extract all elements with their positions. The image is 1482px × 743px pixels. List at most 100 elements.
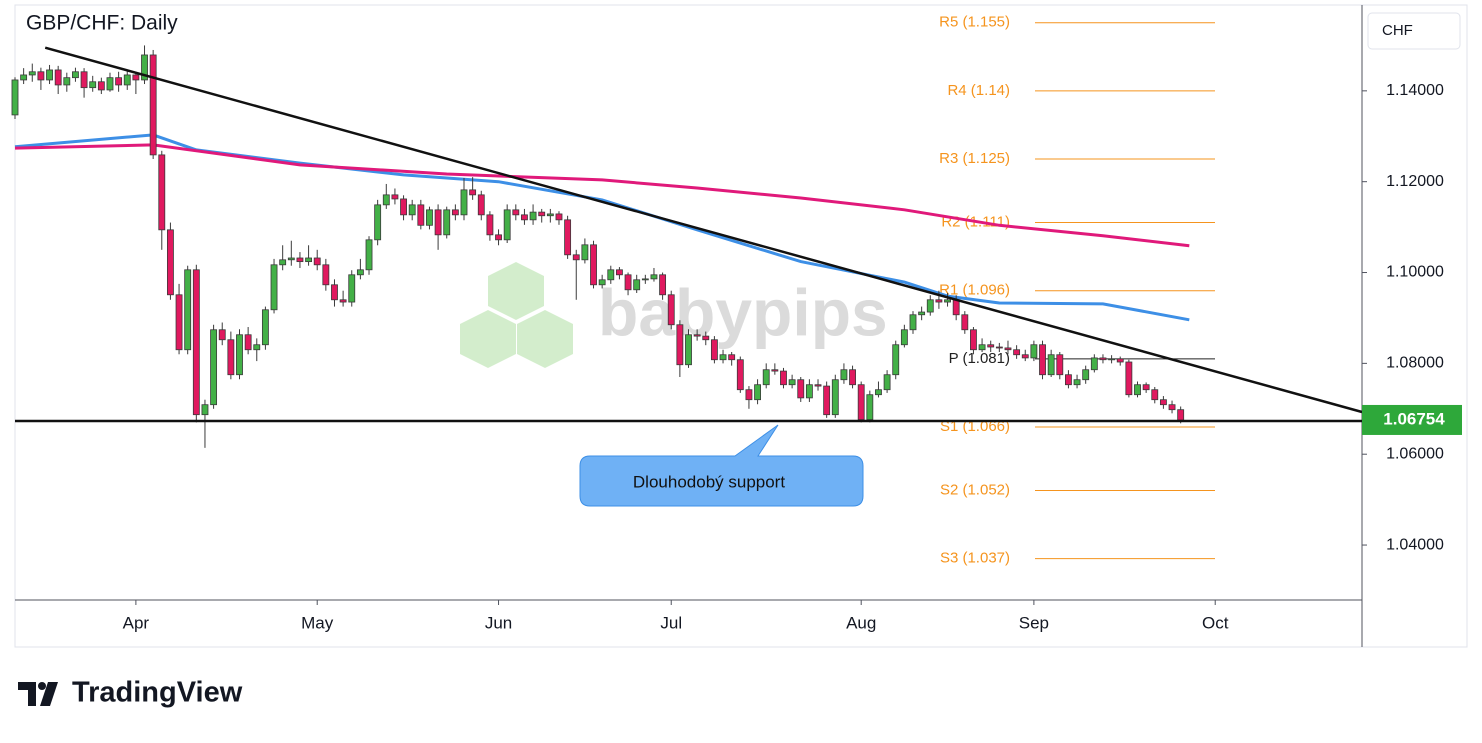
- candle-body: [1021, 354, 1029, 359]
- brand: TradingView: [18, 677, 243, 709]
- candle-body: [935, 299, 943, 303]
- candle-body: [132, 74, 140, 81]
- candle-body: [495, 234, 502, 241]
- x-tick-label: Jun: [485, 613, 512, 632]
- pivot-label: S2 (1.052): [940, 482, 1010, 499]
- pivot-label: R5 (1.155): [939, 14, 1010, 31]
- candle-body: [279, 259, 287, 266]
- candle-body: [546, 213, 554, 217]
- candle-body: [521, 214, 528, 221]
- candle-body: [978, 344, 986, 351]
- logo-cube: [488, 262, 544, 320]
- candle-body: [952, 299, 960, 316]
- candle-body: [46, 69, 53, 81]
- candle-body: [426, 209, 433, 226]
- pivot-label: P (1.081): [949, 350, 1010, 367]
- candle-body: [676, 324, 684, 366]
- x-tick-label: May: [301, 613, 334, 632]
- y-tick-label: 1.08000: [1386, 355, 1444, 372]
- candle-body: [20, 74, 28, 81]
- candle-body: [693, 334, 701, 337]
- candle-body: [305, 257, 312, 263]
- candle-body: [356, 269, 364, 276]
- candle-body: [80, 71, 88, 89]
- x-tick-label: Oct: [1202, 613, 1229, 632]
- candle-body: [1142, 384, 1150, 391]
- candle-body: [762, 369, 770, 386]
- candle-body: [503, 209, 511, 241]
- candle-body: [745, 389, 753, 401]
- candle-body: [900, 329, 908, 346]
- candle-body: [11, 79, 19, 116]
- candle-body: [287, 257, 295, 261]
- candle-body: [261, 309, 269, 346]
- candle-body: [331, 284, 338, 301]
- chart-title: GBP/CHF: Daily: [26, 12, 178, 35]
- candle-body: [391, 194, 399, 200]
- y-tick-label: 1.04000: [1386, 536, 1444, 553]
- candle-body: [754, 384, 761, 401]
- candle-body: [296, 257, 304, 263]
- candle-body: [710, 339, 718, 361]
- candle-body: [970, 329, 977, 351]
- candle-body: [1013, 349, 1021, 356]
- candle-body: [1108, 358, 1116, 361]
- candle-body: [995, 346, 1003, 349]
- candle-body: [572, 254, 580, 261]
- candle-body: [313, 257, 321, 266]
- candle-body: [210, 329, 218, 406]
- candle-body: [538, 211, 546, 217]
- candle-body: [918, 311, 926, 316]
- candle-body: [236, 334, 243, 376]
- candle-body: [1065, 374, 1072, 386]
- candle-body: [1039, 344, 1046, 376]
- last-price-tag: [1362, 404, 1462, 435]
- candle-body: [244, 334, 252, 351]
- candle-body: [408, 204, 416, 216]
- candle-body: [443, 209, 451, 236]
- candle-body: [667, 294, 675, 326]
- candle-body: [512, 209, 520, 216]
- candle-body: [1090, 357, 1098, 371]
- candle-body: [840, 369, 848, 381]
- candle-body: [788, 379, 796, 386]
- candle-body: [1125, 361, 1133, 396]
- candle-body: [1082, 369, 1090, 381]
- candle-body: [641, 278, 649, 281]
- x-tick-label: Aug: [846, 613, 876, 632]
- logo-cube: [517, 310, 573, 368]
- candle-body: [469, 189, 477, 196]
- candle-body: [115, 77, 123, 86]
- candle-body: [719, 354, 727, 361]
- candle-body: [486, 214, 494, 236]
- candle-body: [702, 335, 710, 341]
- moving-average: [14, 143, 1190, 248]
- candle-body: [417, 204, 425, 226]
- brand-text: TradingView: [72, 677, 243, 709]
- candle-body: [875, 389, 882, 396]
- candle-body: [434, 209, 442, 236]
- candle-body: [1177, 409, 1185, 421]
- y-tick-label: 1.12000: [1386, 173, 1444, 190]
- candle-body: [1047, 354, 1055, 376]
- currency-label: CHF: [1382, 22, 1413, 39]
- x-tick-label: Jul: [660, 613, 682, 632]
- candle-body: [175, 294, 183, 351]
- candle-body: [633, 279, 641, 291]
- candle-body: [961, 314, 969, 331]
- pivot-label: R4 (1.14): [947, 82, 1010, 99]
- callout-text: Dlouhodobý support: [633, 472, 785, 491]
- candle-body: [451, 209, 459, 216]
- watermark: babypips: [460, 262, 888, 368]
- candle-body: [400, 198, 407, 216]
- candle-body: [149, 54, 157, 156]
- candle-body: [382, 194, 390, 206]
- candle-body: [106, 77, 114, 91]
- candle-body: [883, 374, 891, 391]
- candle-body: [581, 244, 589, 261]
- candle-body: [797, 379, 805, 399]
- brand-logo: [40, 682, 58, 706]
- candle-body: [54, 69, 62, 86]
